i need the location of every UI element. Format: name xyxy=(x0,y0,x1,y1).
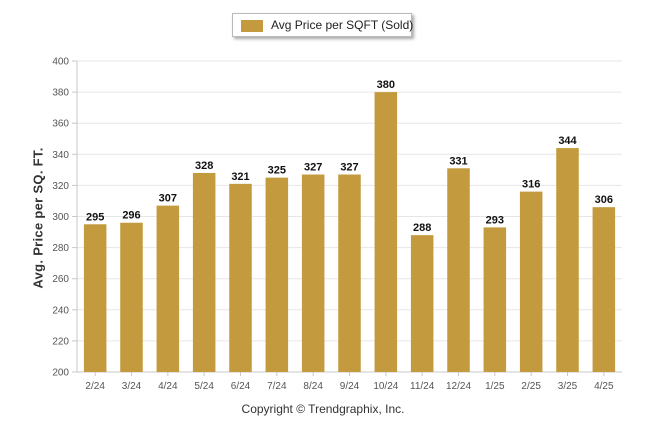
y-tick-label: 340 xyxy=(52,150,69,161)
bar-value-label: 295 xyxy=(86,211,104,223)
bar-value-label: 288 xyxy=(413,222,431,234)
bar-value-label: 331 xyxy=(449,155,467,167)
x-tick-label: 5/24 xyxy=(194,381,214,392)
x-tick-label: 11/24 xyxy=(410,381,435,392)
y-tick-label: 260 xyxy=(52,274,69,285)
bar xyxy=(592,207,616,372)
legend: Avg Price per SQFT (Sold) xyxy=(232,13,414,37)
bar xyxy=(156,205,180,372)
x-tick-label: 2/24 xyxy=(85,381,105,392)
legend-swatch xyxy=(241,20,263,32)
bar xyxy=(519,191,543,372)
bar xyxy=(192,172,216,372)
bar xyxy=(83,224,107,372)
bar-value-label: 327 xyxy=(304,162,322,174)
bar xyxy=(229,183,252,372)
y-tick-label: 360 xyxy=(52,119,69,130)
bar-value-label: 344 xyxy=(558,135,577,147)
x-tick-label: 12/24 xyxy=(446,381,471,392)
bar xyxy=(338,174,361,372)
y-axis-label: Avg. Price per SQ. FT. xyxy=(30,147,46,289)
copyright-footer: Copyright © Trendgraphix, Inc. xyxy=(241,402,405,416)
bar-value-label: 293 xyxy=(486,214,504,226)
x-tick-label: 7/24 xyxy=(267,381,287,392)
bar-value-label: 316 xyxy=(522,179,540,191)
bar-value-label: 307 xyxy=(159,193,177,205)
legend-label: Avg Price per SQFT (Sold) xyxy=(271,18,414,32)
y-tick-label: 240 xyxy=(52,305,69,316)
bar-value-label: 328 xyxy=(195,160,213,172)
bar xyxy=(483,227,507,372)
bar xyxy=(120,222,143,372)
x-tick-label: 6/24 xyxy=(231,381,251,392)
x-tick-label: 4/24 xyxy=(158,381,178,392)
bar-value-label: 296 xyxy=(122,210,140,222)
y-tick-label: 220 xyxy=(52,336,69,347)
bar-value-label: 327 xyxy=(340,162,358,174)
bar-value-label: 325 xyxy=(268,165,286,177)
x-tick-label: 9/24 xyxy=(340,381,360,392)
x-tick-label: 4/25 xyxy=(594,381,614,392)
bar-value-label: 321 xyxy=(231,171,249,183)
bar xyxy=(265,177,289,372)
x-tick-label: 2/25 xyxy=(521,381,541,392)
bar-value-label: 380 xyxy=(377,79,395,91)
bar xyxy=(301,174,325,372)
y-tick-label: 320 xyxy=(52,181,69,192)
x-tick-label: 8/24 xyxy=(303,381,323,392)
y-tick-label: 400 xyxy=(52,57,69,68)
y-tick-label: 200 xyxy=(52,368,69,379)
bar xyxy=(556,148,579,372)
bar-value-label: 306 xyxy=(595,194,613,206)
y-tick-label: 280 xyxy=(52,243,69,254)
x-tick-label: 3/24 xyxy=(122,381,142,392)
y-tick-label: 380 xyxy=(52,88,69,99)
x-tick-label: 1/25 xyxy=(485,381,505,392)
bar xyxy=(374,92,398,372)
bar xyxy=(410,235,434,372)
y-tick-label: 300 xyxy=(52,212,69,223)
bar xyxy=(447,168,470,372)
x-tick-label: 3/25 xyxy=(558,381,578,392)
x-tick-label: 10/24 xyxy=(373,381,398,392)
